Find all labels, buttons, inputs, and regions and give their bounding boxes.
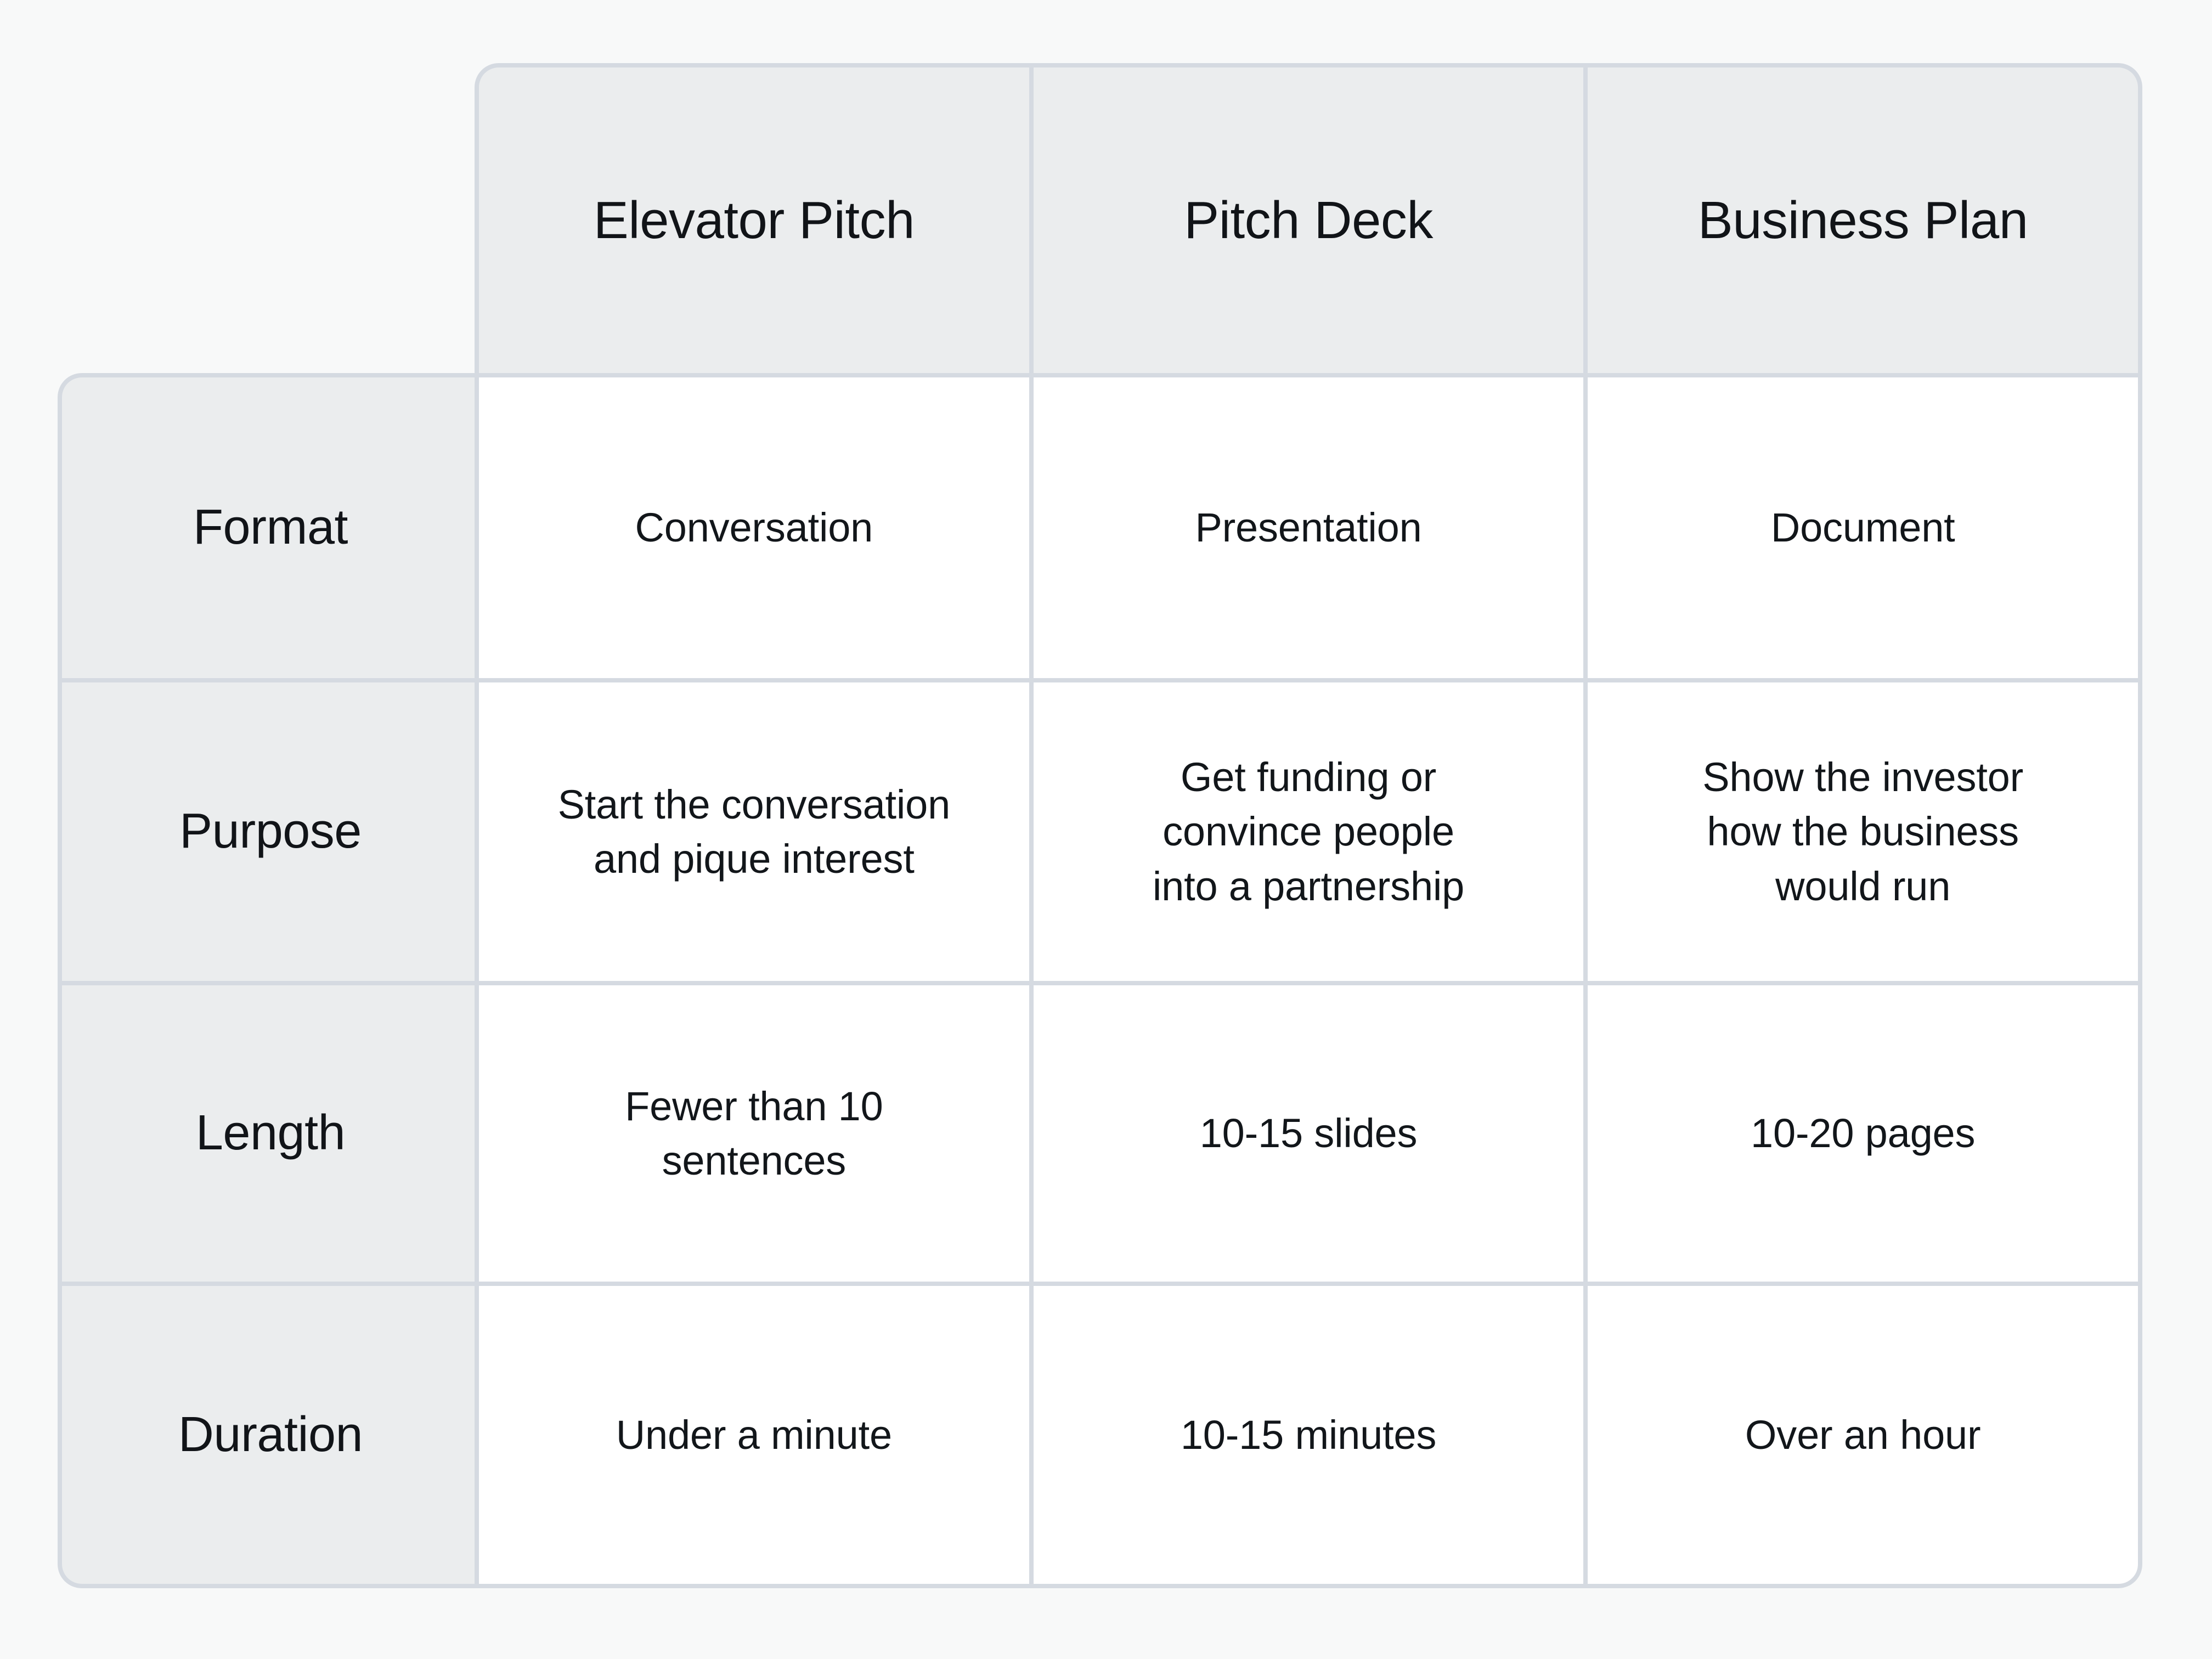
cell-text: Fewer than 10 sentences xyxy=(625,1083,883,1183)
row-header-purpose[interactable]: Purpose xyxy=(62,678,479,981)
row-header-length[interactable]: Length xyxy=(62,980,479,1282)
cell-length-pitch-deck[interactable]: 10-15 slides xyxy=(1029,985,1584,1282)
cell-length-business-plan[interactable]: 10-20 pages xyxy=(1583,985,2138,1282)
row-header-label: Purpose xyxy=(179,804,362,859)
cell-format-business-plan[interactable]: Document xyxy=(1583,377,2138,678)
cell-text: 10-15 minutes xyxy=(1180,1412,1437,1458)
table-row: Conversation Presentation Document xyxy=(479,377,2138,678)
row-header-duration[interactable]: Duration xyxy=(62,1282,479,1584)
cell-text: Show the investor how the business would… xyxy=(1702,754,2024,909)
cell-format-elevator-pitch[interactable]: Conversation xyxy=(479,377,1029,678)
cell-length-elevator-pitch[interactable]: Fewer than 10 sentences xyxy=(479,985,1029,1282)
row-header-format[interactable]: Format xyxy=(62,377,479,678)
column-header-label: Pitch Deck xyxy=(1184,190,1433,250)
column-header-elevator-pitch[interactable]: Elevator Pitch xyxy=(479,67,1029,373)
cell-text: Start the conversation and pique interes… xyxy=(557,781,951,882)
column-header-pitch-deck[interactable]: Pitch Deck xyxy=(1029,67,1584,373)
table-body: Conversation Presentation Document Start… xyxy=(475,373,2142,1588)
cell-text: 10-20 pages xyxy=(1751,1110,1976,1156)
table-row: Under a minute 10-15 minutes Over an hou… xyxy=(479,1282,2138,1584)
cell-duration-business-plan[interactable]: Over an hour xyxy=(1583,1286,2138,1584)
column-header-label: Business Plan xyxy=(1697,190,2028,250)
cell-text: Under a minute xyxy=(616,1412,892,1458)
cell-purpose-business-plan[interactable]: Show the investor how the business would… xyxy=(1583,682,2138,981)
cell-purpose-pitch-deck[interactable]: Get funding or convince people into a pa… xyxy=(1029,682,1584,981)
table-row: Fewer than 10 sentences 10-15 slides 10-… xyxy=(479,980,2138,1282)
column-header-label: Elevator Pitch xyxy=(593,190,915,250)
cell-purpose-elevator-pitch[interactable]: Start the conversation and pique interes… xyxy=(479,682,1029,981)
cell-text: Conversation xyxy=(635,505,873,551)
row-header-label: Format xyxy=(193,500,348,555)
column-header-business-plan[interactable]: Business Plan xyxy=(1583,67,2138,373)
row-header-label: Duration xyxy=(178,1407,363,1462)
cell-text: Get funding or convince people into a pa… xyxy=(1152,754,1465,909)
cell-duration-pitch-deck[interactable]: 10-15 minutes xyxy=(1029,1286,1584,1584)
cell-text: Document xyxy=(1770,505,1955,551)
row-header-label: Length xyxy=(195,1105,346,1161)
cell-text: 10-15 slides xyxy=(1199,1110,1418,1156)
cell-duration-elevator-pitch[interactable]: Under a minute xyxy=(479,1286,1029,1584)
cell-text: Over an hour xyxy=(1745,1412,1981,1458)
table-row: Start the conversation and pique interes… xyxy=(479,678,2138,981)
cell-text: Presentation xyxy=(1195,505,1422,551)
cell-format-pitch-deck[interactable]: Presentation xyxy=(1029,377,1584,678)
row-label-column: Format Purpose Length Duration xyxy=(58,373,479,1588)
table-header-row: Elevator Pitch Pitch Deck Business Plan xyxy=(475,63,2142,373)
